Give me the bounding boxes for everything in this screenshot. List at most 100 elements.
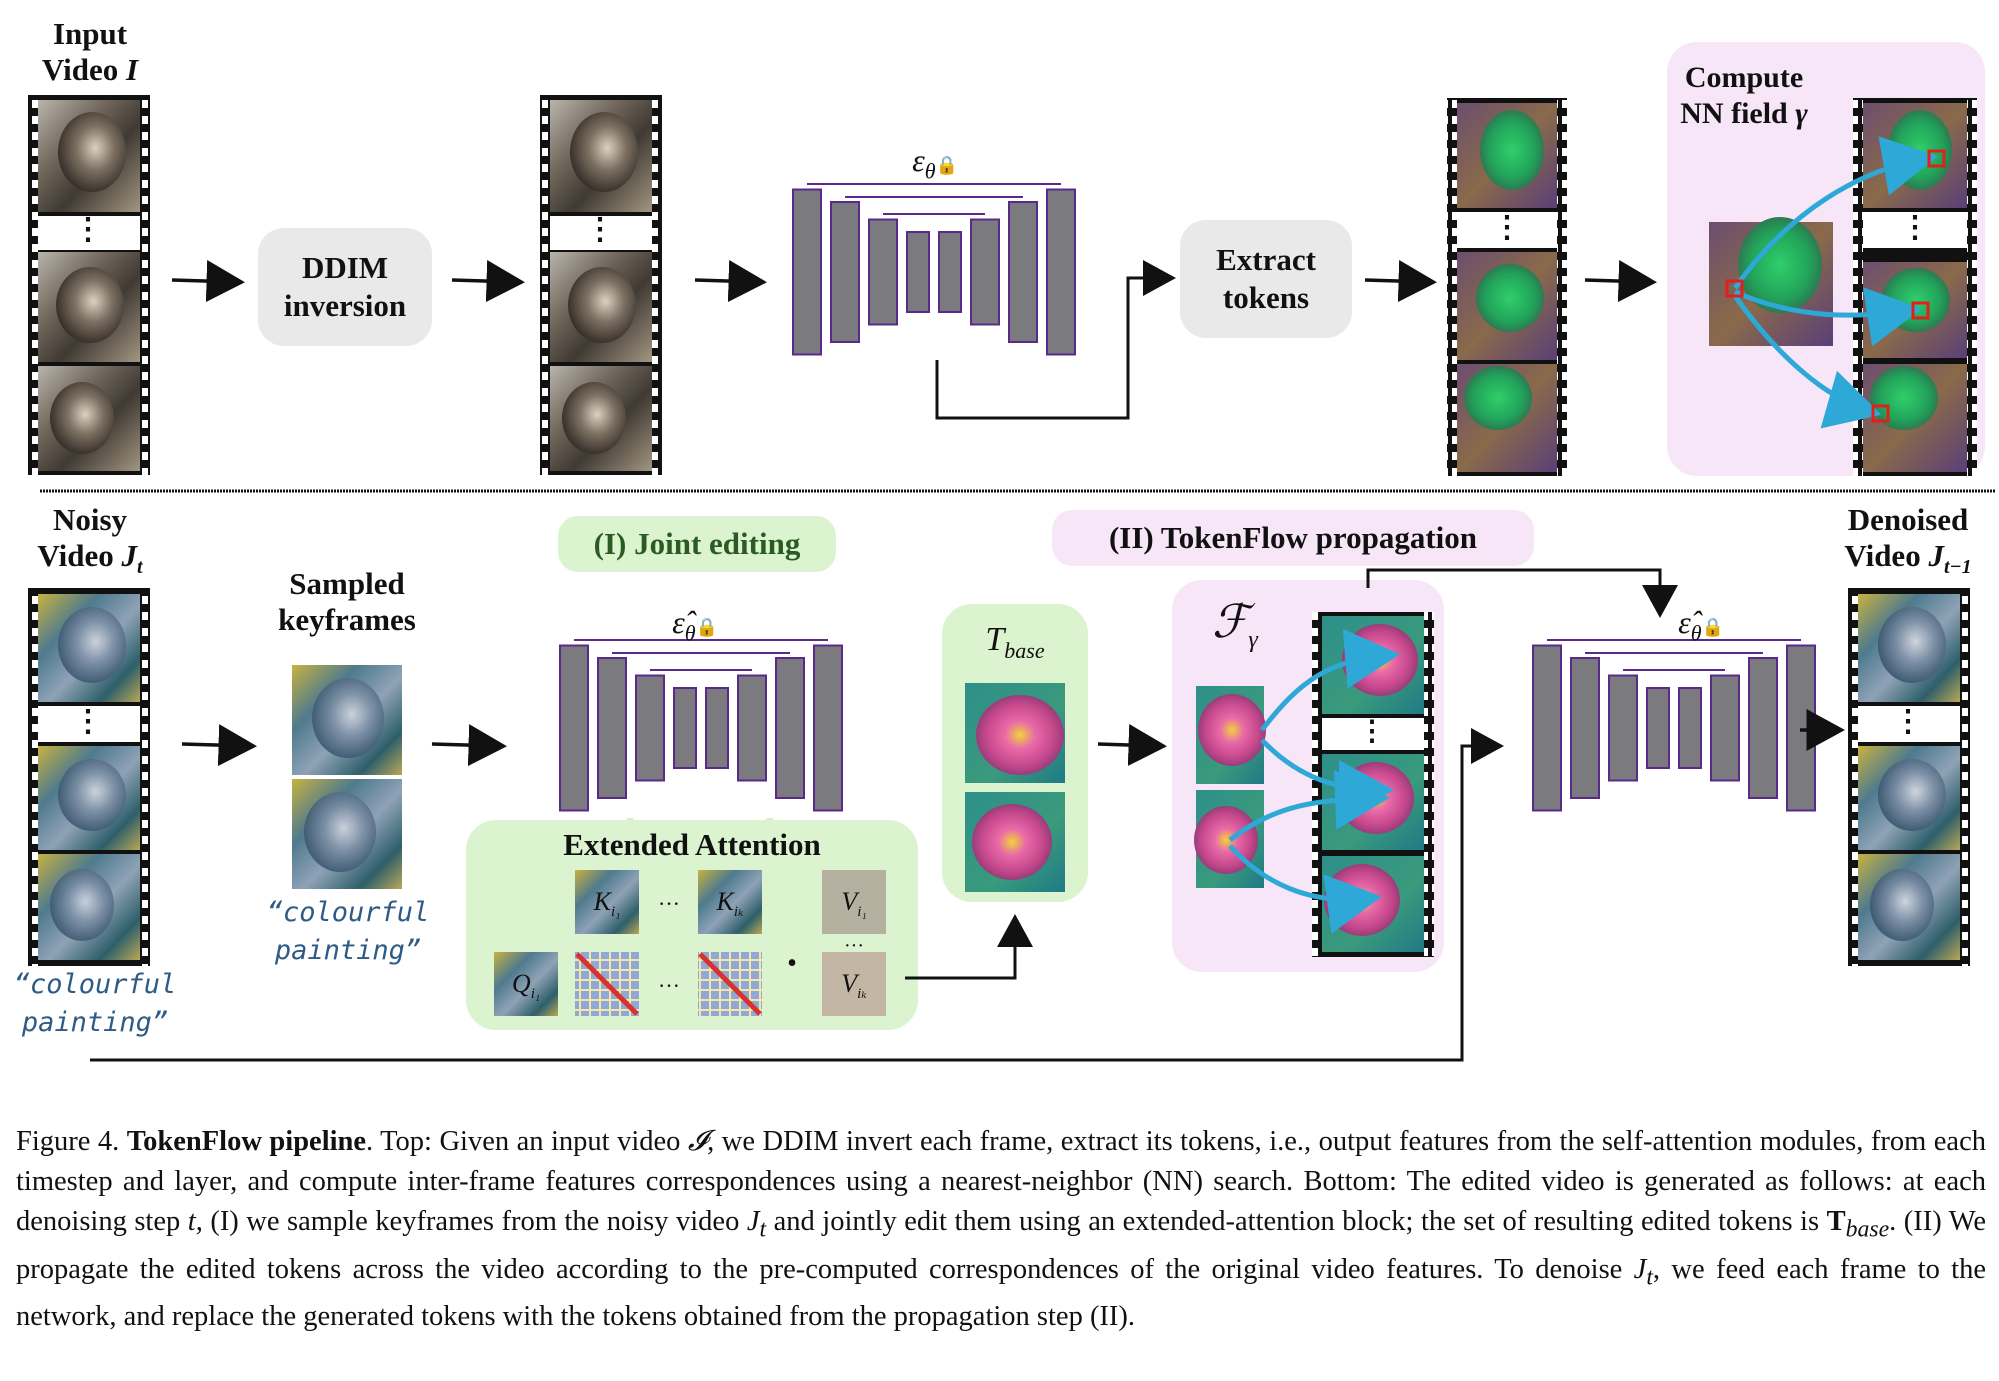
attention-tiles [494,870,886,1016]
unet-layer-block [970,218,1000,326]
noisy-prompt-line1: “colourful [13,969,177,1000]
tbase-symbol: T [985,621,1005,658]
ddim-inversion-box: DDIM inversion [258,228,432,346]
joint-editing-badge: (I) Joint editing [558,516,836,572]
attn-dots-top: ··· [658,891,680,916]
unet-layer-block [1532,644,1562,812]
attn-k1-label: Ki₁ [593,887,621,921]
nn-marker-frame1 [1927,149,1946,168]
caption-body-1: . Top: Given an input video [366,1126,688,1157]
unet-top-symbol: ε [912,142,925,178]
unet-layer-block [1710,674,1740,782]
nn-marker-source [1725,279,1744,298]
unet-layer-block [1008,201,1038,343]
keyframes-prompt-line2: painting” [274,935,422,966]
denoised-video-title: Denoised [1847,502,1969,537]
lock-icon: 🔒 [695,617,718,637]
caption-body-3: , (I) we sample keyframes from the noisy… [195,1206,747,1237]
nn-field-line2: NN field [1680,97,1788,130]
sampled-keyframes-line2: keyframes [278,602,416,637]
caption-sym-Jt: J [746,1206,760,1237]
denoised-video-label: Denoised Video Jt−1 [1820,502,1996,585]
unet-joint-edit-subscript: θ [684,620,696,646]
noisy-video-prompt: “colourful painting” [5,966,185,1042]
denoised-video-sub: t−1 [1943,556,1972,579]
noisy-video-ellipsis: ⋮ [73,705,103,738]
unet-denoise-symbol: ε̂ [1678,604,1691,640]
nn-marker-frame3 [1871,404,1890,423]
input-video-label: Input Video I [10,16,170,88]
unet-layer-block [1646,687,1670,769]
caption-sym-Jt2: J [1633,1253,1647,1285]
figure-caption: Figure 4. TokenFlow pipeline. Top: Given… [16,1122,1986,1337]
attn-dots-bottom: ··· [658,973,680,998]
denoised-video-subtitle: Video [1844,538,1921,573]
input-video-ellipsis: ⋮ [73,213,103,246]
tokens-ellipsis: ⋮ [1492,211,1522,244]
caption-sym-T: T [1826,1206,1846,1237]
arrow-noisy-to-keyframes [181,724,257,767]
caption-body-2: , we DDIM invert each frame, extract its… [16,1126,1986,1237]
caption-sym-I: 𝓘 [687,1126,708,1157]
tokenflow-pipeline-figure: Input Video I ⋮ ⋮ ⋮ ⋮ DDIM inversion εθ🔒… [5,16,1996,1062]
noisy-video-subtitle: Video [37,538,114,573]
unet-layer-block [1608,674,1638,782]
caption-title: TokenFlow pipeline [126,1126,367,1157]
attn-dot-product: • [787,948,797,979]
nn-field-graphic [1709,98,1977,476]
caption-sym-T-sub: base [1845,1216,1890,1243]
unet-denoise-label: ε̂θ🔒 [1646,604,1756,651]
unet-layer-block [813,644,843,812]
attn-kk-label: Kiₖ [716,887,744,921]
input-video-subtitle: Video [41,52,119,87]
ddim-label-line2: inversion [283,288,407,323]
nn-field-line1: Compute [1684,61,1804,94]
tbase-tokens [965,683,1065,892]
unet-layer-block [673,687,697,769]
arrow-propagation-to-unet [1366,568,1678,618]
tokens-filmstrip [1447,98,1567,476]
caption-body-4: and jointly edit them using an extended-… [766,1206,1827,1237]
unet-layer-block [1748,657,1778,799]
denoised-video-symbol: J [1928,538,1944,573]
inverted-video-filmstrip [540,95,662,475]
extended-attention-title: Extended Attention [563,827,821,862]
caption-sym-Jt-sub: t [759,1216,767,1243]
unet-denoise [1532,639,1816,812]
propagation-graphic [1194,612,1434,957]
keyframes-prompt: “colourful painting” [258,894,438,970]
lock-icon: 🔒 [935,155,958,175]
unet-layer-block [705,687,729,769]
propagation-ellipsis: ⋮ [1358,716,1386,747]
unet-layer-block [737,674,767,782]
keyframes-prompt-line1: “colourful [266,897,430,928]
nn-marker-frame2 [1911,301,1930,320]
nn-ellipsis: ⋮ [1900,211,1930,244]
unet-layer-block [868,218,898,326]
denoised-video-ellipsis: ⋮ [1893,705,1923,738]
flow-label: ℱγ [1180,599,1290,658]
unet-top-subscript: θ [924,158,936,184]
extract-label-line2: tokens [1222,280,1310,315]
unet-layer-block [635,674,665,782]
caption-body-6: , we feed each frame to the network, and… [16,1253,1987,1333]
inverted-video-ellipsis: ⋮ [585,213,615,246]
caption-body-5: . (II) We propagate the edited tokens ac… [16,1206,1987,1285]
pipeline-graphics [28,42,1995,1062]
unet-joint-edit-label: ε̂θ🔒 [640,604,750,651]
caption-sym-t: t [187,1206,196,1237]
noisy-video-sub: t [137,556,143,579]
propagation-badge: (II) TokenFlow propagation [1052,510,1534,566]
caption-prefix: Figure 4. [16,1126,120,1157]
noisy-video-title: Noisy [52,502,128,537]
unet-denoise-subscript: θ [1690,620,1702,646]
sampled-keyframes [292,665,402,889]
arrow-extract-to-tokens [1364,260,1437,303]
denoised-video-filmstrip [1848,588,1970,966]
unet-layer-block [1786,644,1816,812]
arrow-keyframes-to-unet [431,724,507,767]
input-video-filmstrip [28,95,150,475]
unet-layer-block [1678,687,1702,769]
unet-layer-block [559,644,589,812]
attn-q-label: Qi₁ [511,969,541,1003]
